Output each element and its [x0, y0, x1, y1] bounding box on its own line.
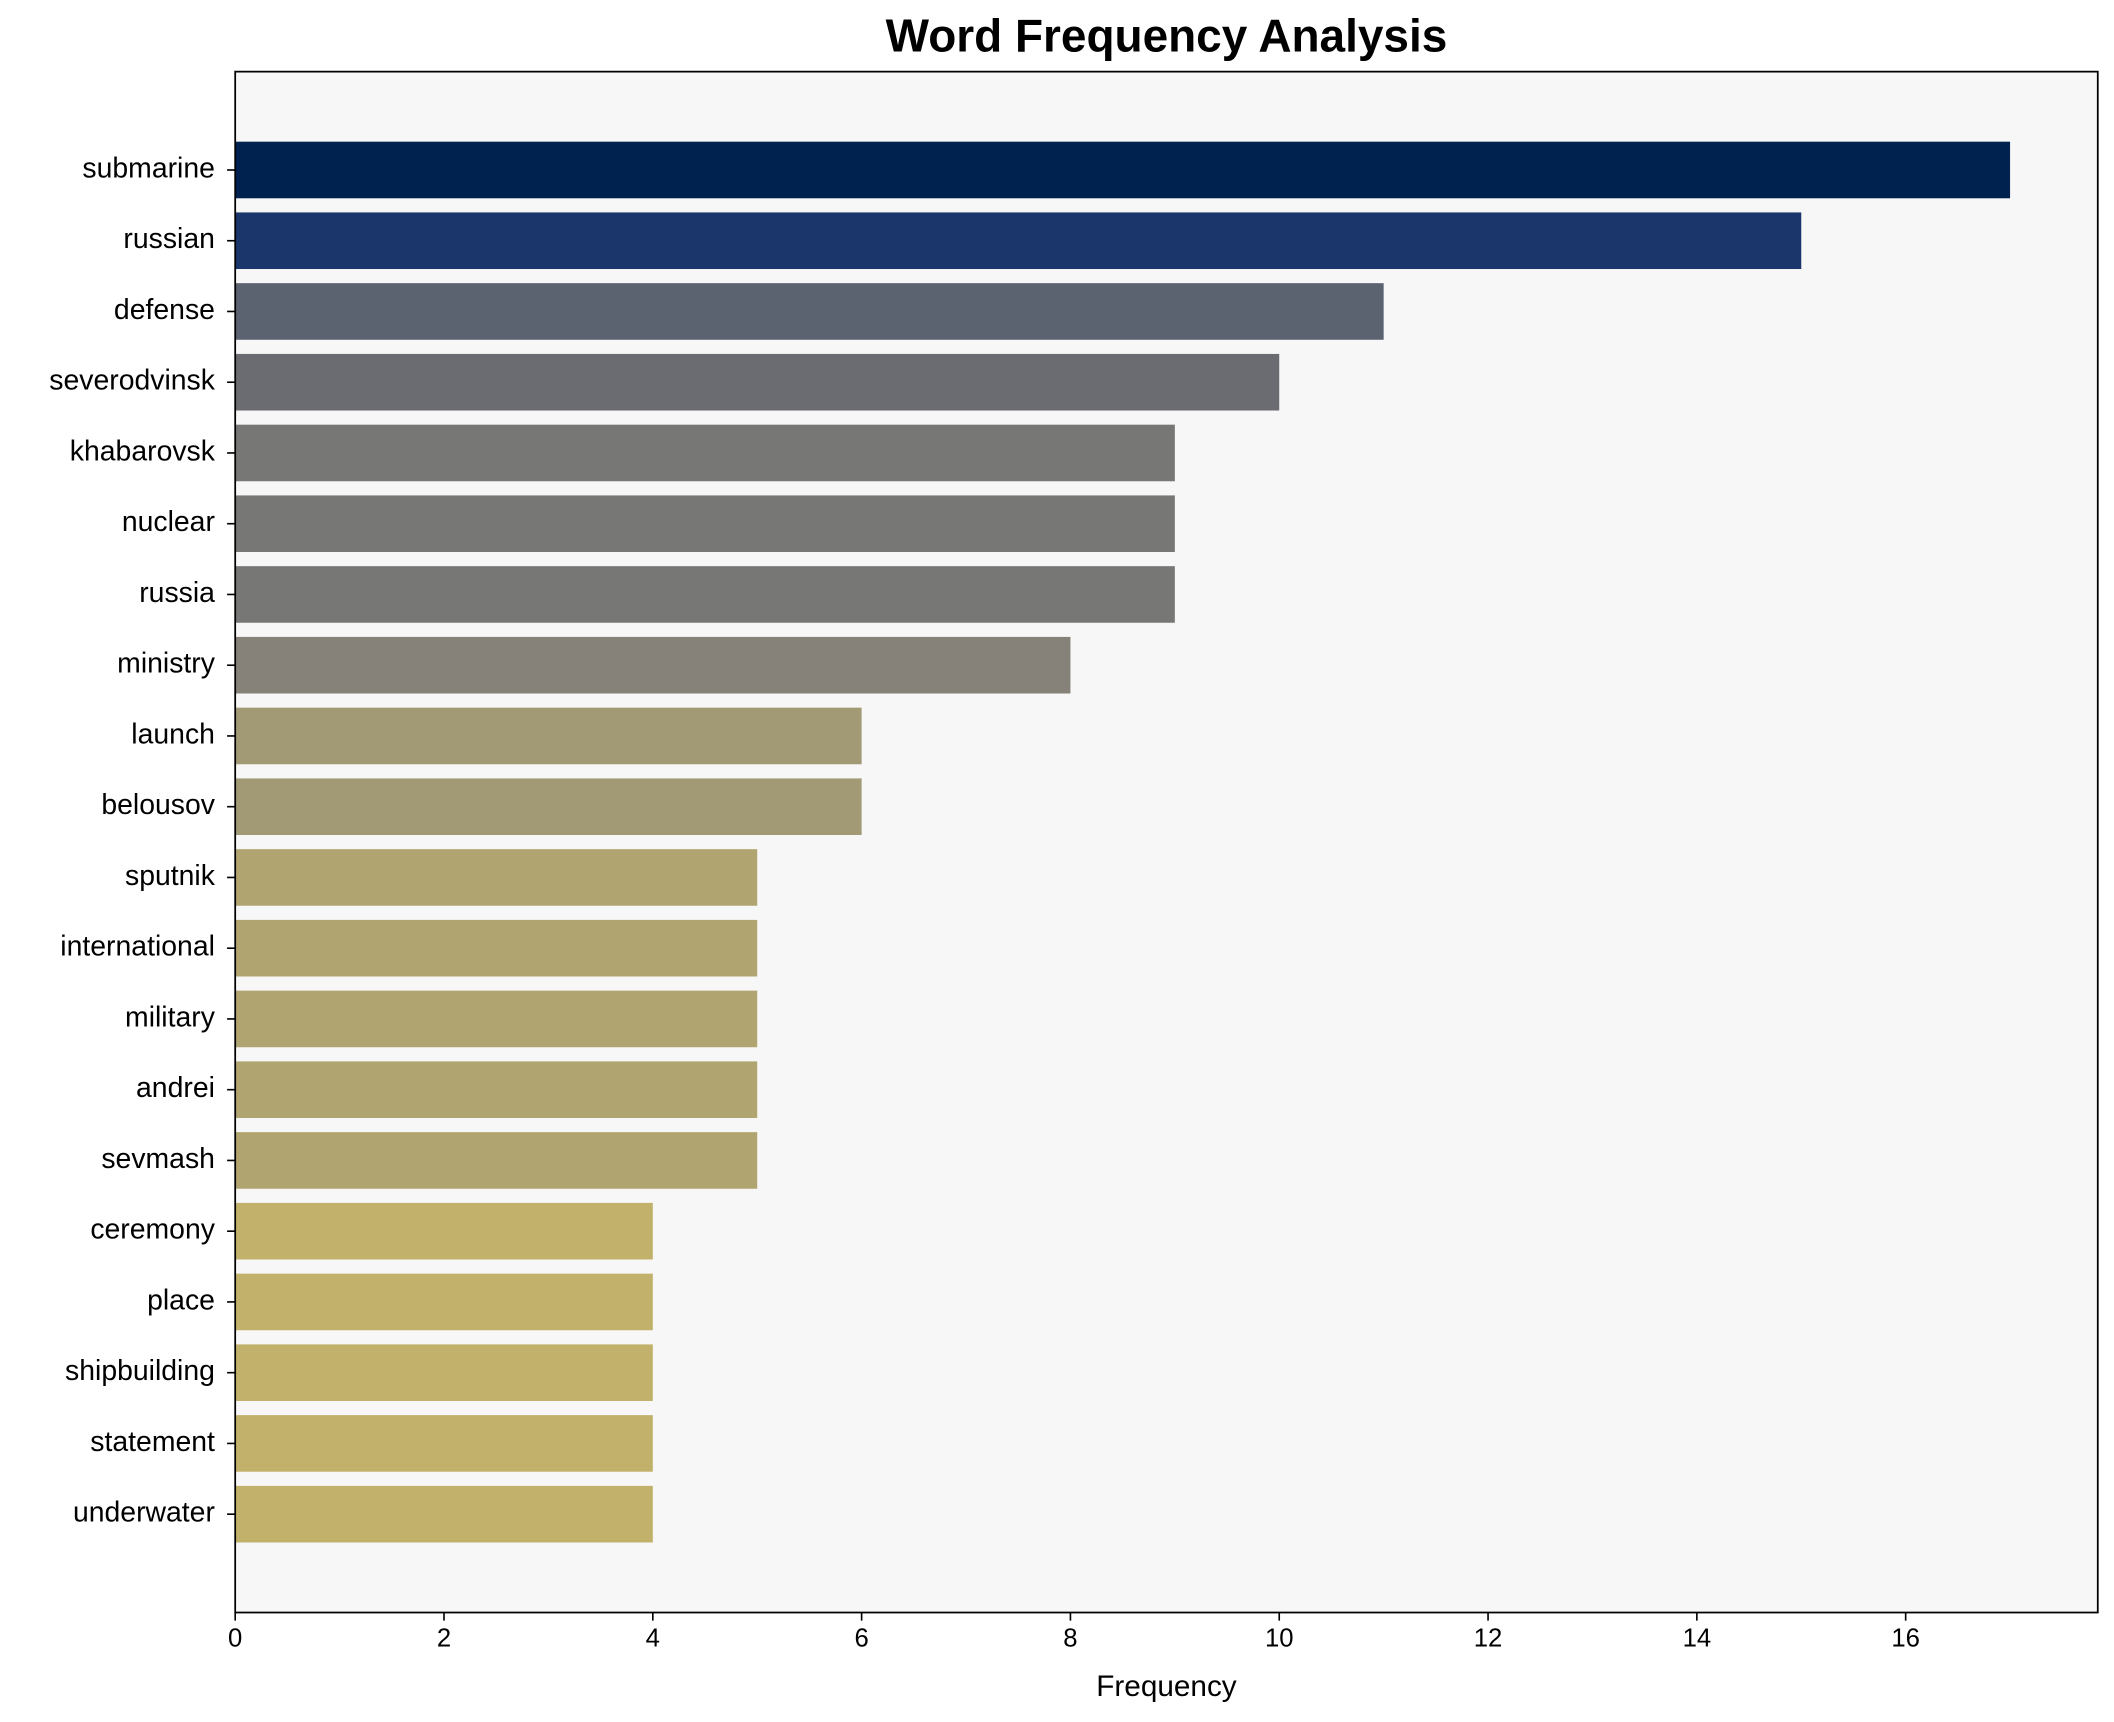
bar — [235, 212, 1802, 270]
bar — [235, 283, 1384, 340]
y-tick-label: ceremony — [90, 1214, 215, 1246]
bar — [235, 495, 1175, 553]
y-tick-label: place — [147, 1284, 215, 1316]
y-tick-label: severodvinsk — [49, 365, 215, 397]
bar — [235, 1202, 653, 1260]
y-tick-label: andrei — [136, 1072, 215, 1104]
bar — [235, 141, 2011, 199]
x-tick-label: 16 — [1891, 1624, 1920, 1652]
y-tick-label: ministry — [117, 648, 216, 680]
bar — [235, 990, 758, 1048]
x-tick-label: 14 — [1683, 1624, 1712, 1652]
y-tick-label: defense — [114, 294, 215, 326]
chart-title: Word Frequency Analysis — [886, 9, 1448, 61]
bar — [235, 1273, 653, 1331]
bar — [235, 566, 1175, 623]
y-tick-label: international — [60, 931, 215, 963]
bar — [235, 1132, 758, 1189]
marks: 0 2 4 6 8 10 12 14 16 submarine russian defense seve… — [49, 141, 2011, 1652]
y-tick-label: nuclear — [122, 506, 215, 538]
y-tick-label: submarine — [82, 152, 214, 184]
bar — [235, 849, 758, 906]
y-tick-label: sevmash — [101, 1143, 215, 1175]
x-axis-label: Frequency — [1096, 1670, 1237, 1703]
y-tick-label: shipbuilding — [65, 1355, 215, 1387]
plot-frame — [234, 70, 2099, 1614]
x-tick-label: 10 — [1265, 1624, 1294, 1652]
bar — [235, 353, 1280, 411]
bar — [235, 919, 758, 977]
bar — [235, 778, 862, 836]
x-tick-label: 8 — [1063, 1624, 1077, 1652]
bar — [235, 1415, 653, 1472]
y-tick-label: underwater — [73, 1497, 215, 1529]
bar — [235, 636, 1071, 694]
bar — [235, 1061, 758, 1118]
bar — [235, 707, 862, 765]
y-tick-label: belousov — [101, 789, 215, 821]
x-tick-label: 6 — [854, 1624, 868, 1652]
bar — [235, 1485, 653, 1543]
x-tick-label: 0 — [228, 1624, 242, 1652]
x-tick-label: 4 — [646, 1624, 660, 1652]
x-tick-label: 12 — [1474, 1624, 1503, 1652]
y-tick-label: khabarovsk — [70, 435, 216, 467]
y-tick-label: military — [125, 1001, 216, 1033]
y-tick-label: launch — [131, 718, 215, 750]
x-tick-label: 2 — [437, 1624, 451, 1652]
y-tick-label: russia — [139, 577, 215, 609]
bar — [235, 424, 1175, 482]
y-tick-label: sputnik — [125, 860, 216, 892]
y-tick-label: statement — [90, 1426, 215, 1458]
bar — [235, 1344, 653, 1401]
y-tick-label: russian — [123, 223, 214, 255]
